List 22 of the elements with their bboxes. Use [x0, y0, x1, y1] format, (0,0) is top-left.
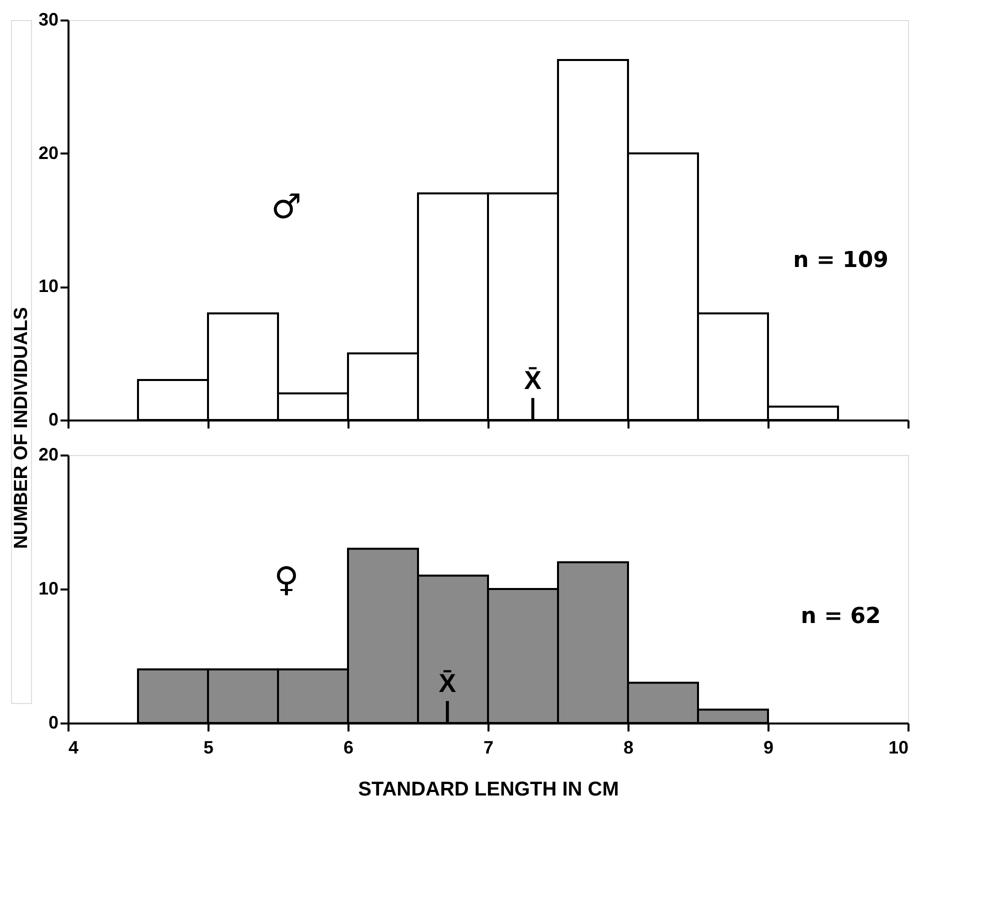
x-tick-label: 6 [343, 738, 354, 758]
y-tick-label: 0 [48, 712, 58, 732]
y-tick-label: 20 [38, 142, 58, 163]
annotation: n = 109 [793, 248, 888, 273]
y-tick-label: 0 [48, 410, 58, 430]
y-axis-title: NUMBER OF INDIVIDUALS [11, 307, 32, 549]
y-tick-label: 20 [38, 444, 58, 464]
x-tick-label: 9 [763, 738, 774, 758]
x-tick-label: 5 [203, 738, 214, 758]
y-tick-label: 30 [38, 10, 58, 30]
x-axis-title: STANDARD LENGTH IN CM [358, 778, 619, 800]
annotation: n = 62 [800, 604, 881, 629]
annotation: ♂ [271, 187, 302, 227]
y-tick-label: 10 [38, 578, 58, 598]
x-tick-label: 4 [68, 738, 79, 758]
ref-line-label: X̄ [438, 668, 457, 698]
x-tick-label: 8 [623, 738, 634, 758]
x-tick-label: 7 [483, 738, 494, 758]
annotation: ♀ [274, 560, 299, 600]
ref-line-label: X̄ [524, 365, 542, 395]
y-tick-label: 10 [38, 276, 58, 296]
x-tick-label: 10 [888, 738, 908, 758]
